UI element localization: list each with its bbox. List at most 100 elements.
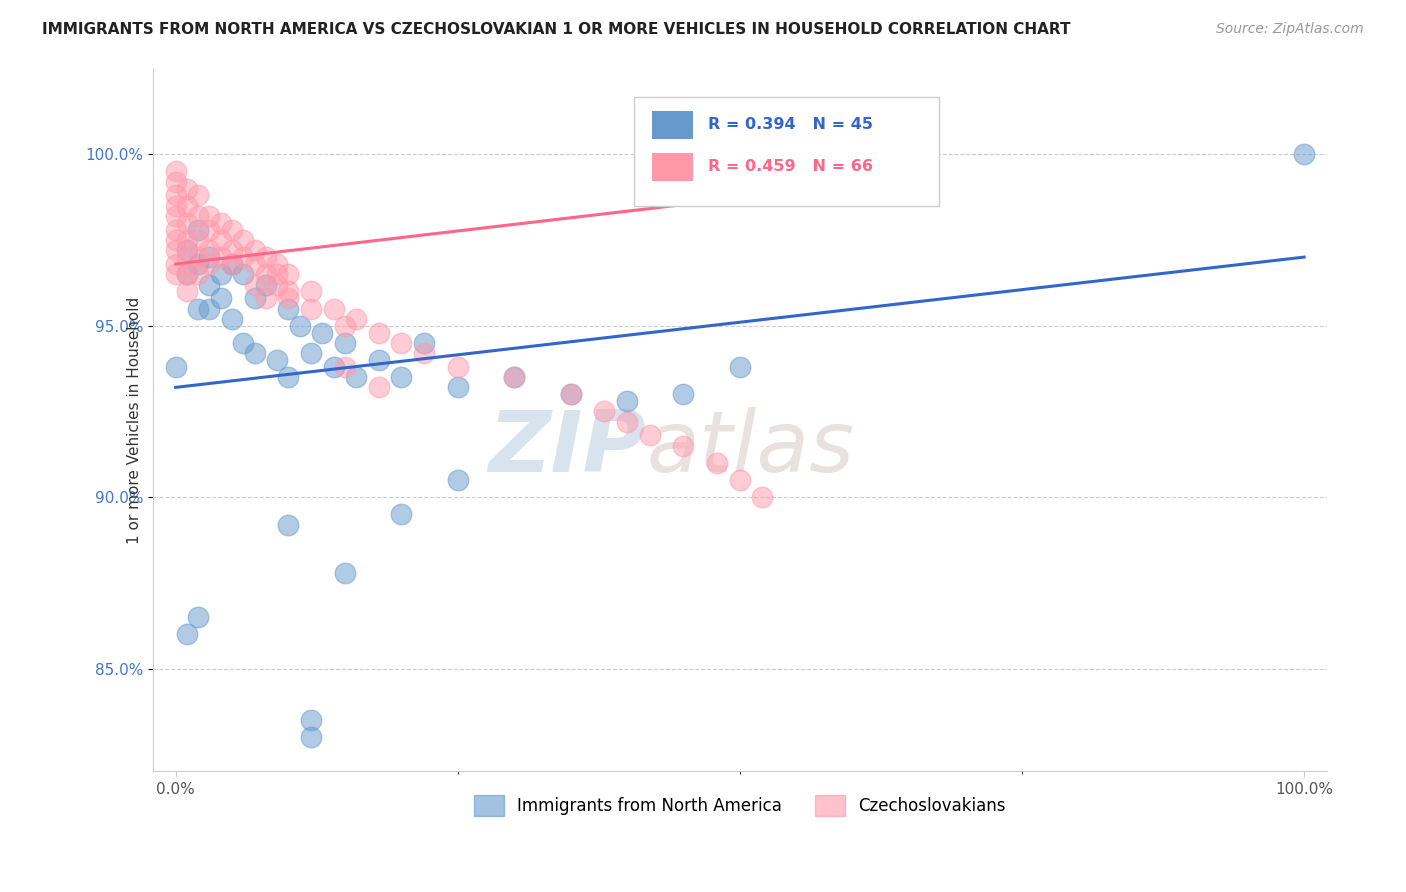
Point [322,301,344,316]
Point [389,507,412,521]
Point [165,199,187,213]
Point [187,257,209,271]
Point [322,359,344,374]
Point [187,222,209,236]
Point [165,164,187,178]
Point [277,267,299,281]
Point [333,359,356,374]
Bar [652,153,693,181]
Point [311,326,333,340]
Point [209,233,232,247]
Point [277,517,299,532]
Point [277,370,299,384]
Point [221,257,243,271]
Point [706,456,728,470]
Point [277,291,299,305]
Point [176,233,198,247]
Point [254,277,277,292]
Point [209,267,232,281]
Point [266,353,288,368]
Point [176,285,198,299]
Point [221,257,243,271]
Point [447,473,470,487]
Point [266,277,288,292]
Point [221,244,243,258]
Point [165,257,187,271]
Text: Source: ZipAtlas.com: Source: ZipAtlas.com [1216,22,1364,37]
Point [243,244,266,258]
Point [672,387,695,401]
Point [209,250,232,264]
Point [232,335,254,350]
Point [165,222,187,236]
Point [728,359,751,374]
Point [367,380,389,394]
Point [367,326,389,340]
Point [243,346,266,360]
Point [299,285,322,299]
Point [176,267,198,281]
Point [751,490,773,504]
Point [221,311,243,326]
Point [187,250,209,264]
Point [288,318,311,333]
Point [728,473,751,487]
Point [176,267,198,281]
Point [165,359,187,374]
Point [277,285,299,299]
Bar [652,111,693,139]
Text: R = 0.394   N = 45: R = 0.394 N = 45 [709,117,873,132]
Point [447,359,470,374]
Point [503,370,526,384]
FancyBboxPatch shape [634,96,939,205]
Point [198,209,221,223]
Y-axis label: 1 or more Vehicles in Household: 1 or more Vehicles in Household [127,296,142,543]
Point [367,353,389,368]
Point [299,301,322,316]
Point [187,267,209,281]
Point [333,335,356,350]
Point [593,404,616,418]
Point [1294,147,1316,161]
Point [198,301,221,316]
Point [165,188,187,202]
Point [299,346,322,360]
Point [254,291,277,305]
Point [165,267,187,281]
Point [277,301,299,316]
Point [389,335,412,350]
Point [209,216,232,230]
Point [254,267,277,281]
Point [254,250,277,264]
Point [344,370,367,384]
Point [209,291,232,305]
Legend: Immigrants from North America, Czechoslovakians: Immigrants from North America, Czechoslo… [474,796,1007,816]
Point [232,267,254,281]
Point [187,301,209,316]
Point [232,250,254,264]
Point [165,244,187,258]
Point [389,370,412,384]
Point [299,713,322,727]
Point [198,250,221,264]
Point [672,439,695,453]
Point [176,216,198,230]
Point [165,209,187,223]
Point [299,730,322,744]
Point [198,244,221,258]
Point [616,415,638,429]
Point [560,387,582,401]
Point [616,394,638,409]
Point [187,188,209,202]
Point [333,318,356,333]
Point [176,181,198,195]
Point [221,222,243,236]
Point [266,257,288,271]
Point [344,311,367,326]
Point [232,233,254,247]
Point [187,209,209,223]
Point [243,291,266,305]
Point [176,199,198,213]
Point [187,233,209,247]
Point [638,428,661,442]
